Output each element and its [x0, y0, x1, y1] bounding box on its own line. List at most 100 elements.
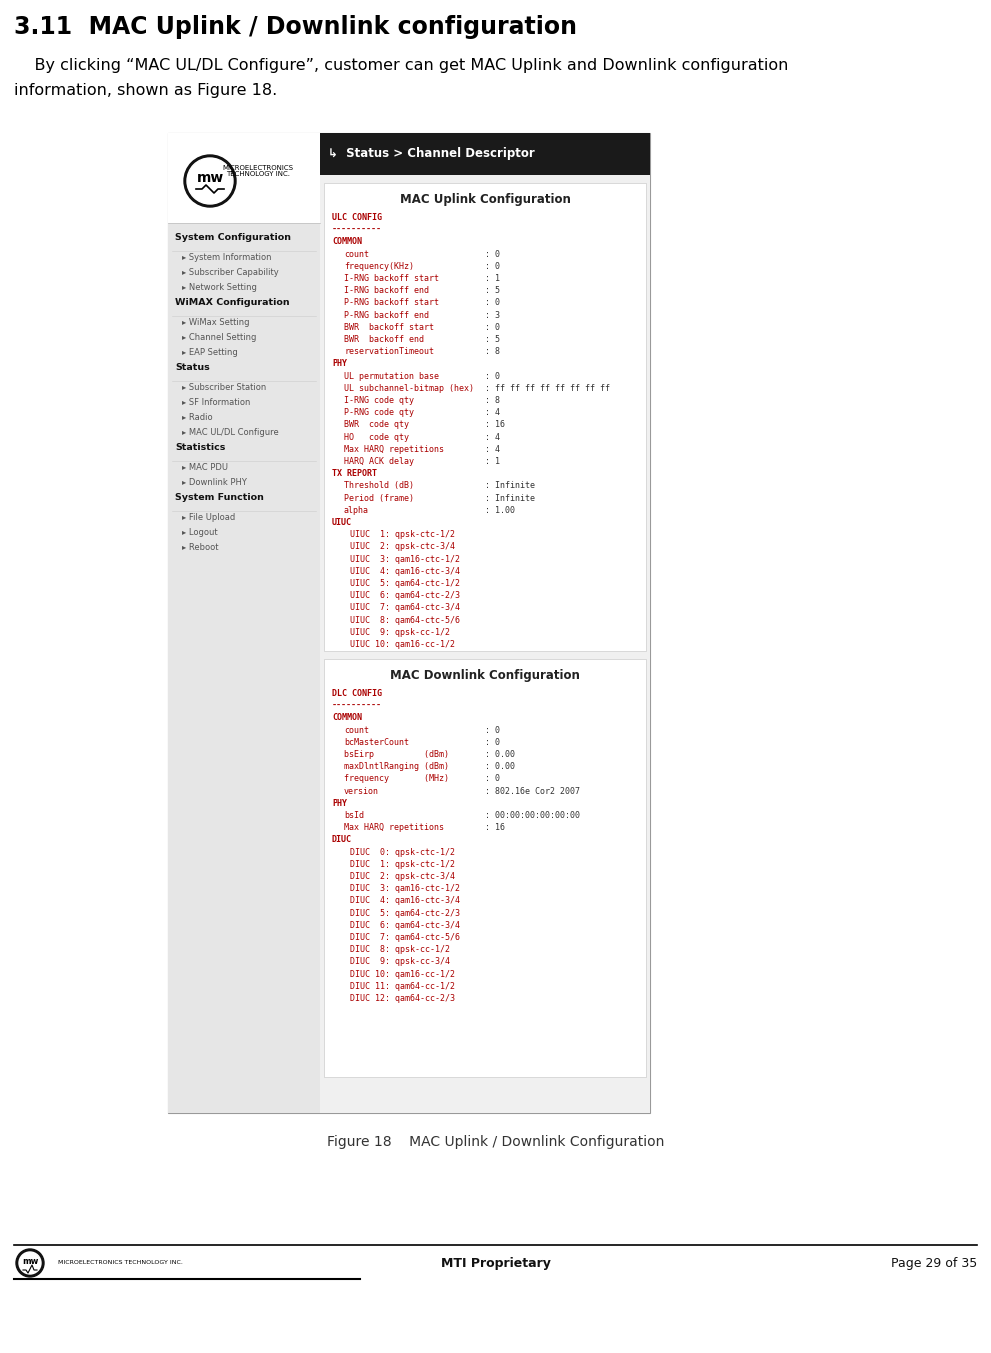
Text: count: count — [344, 249, 369, 258]
Text: : 5: : 5 — [485, 336, 500, 344]
Text: DIUC  2: qpsk-ctc-3/4: DIUC 2: qpsk-ctc-3/4 — [350, 871, 455, 881]
Circle shape — [19, 1252, 41, 1275]
Text: DLC CONFIG: DLC CONFIG — [332, 689, 382, 698]
Bar — [324, 183, 646, 651]
Text: UL subchannel-bitmap (hex): UL subchannel-bitmap (hex) — [344, 384, 474, 392]
Text: alpha: alpha — [344, 506, 369, 514]
Text: UIUC  7: qam64-ctc-3/4: UIUC 7: qam64-ctc-3/4 — [350, 603, 460, 613]
Text: P-RNG code qty: P-RNG code qty — [344, 409, 414, 417]
Text: UIUC  4: qam16-ctc-3/4: UIUC 4: qam16-ctc-3/4 — [350, 567, 460, 576]
Text: ▸ EAP Setting: ▸ EAP Setting — [182, 348, 238, 357]
Text: ▸ WiMax Setting: ▸ WiMax Setting — [182, 318, 250, 327]
Bar — [324, 659, 646, 1077]
Text: 3.11  MAC Uplink / Downlink configuration: 3.11 MAC Uplink / Downlink configuration — [14, 15, 577, 39]
Text: COMMON: COMMON — [332, 237, 362, 246]
Text: UL permutation base: UL permutation base — [344, 372, 439, 380]
Text: DIUC  0: qpsk-ctc-1/2: DIUC 0: qpsk-ctc-1/2 — [350, 847, 455, 856]
Text: DIUC 10: qam16-cc-1/2: DIUC 10: qam16-cc-1/2 — [350, 970, 455, 978]
Text: UIUC  9: qpsk-cc-1/2: UIUC 9: qpsk-cc-1/2 — [350, 628, 450, 637]
Text: frequency(KHz): frequency(KHz) — [344, 261, 414, 271]
Text: Threshold (dB): Threshold (dB) — [344, 482, 414, 490]
Circle shape — [16, 1249, 44, 1277]
Text: : 4: : 4 — [485, 409, 500, 417]
Text: DIUC  4: qam16-ctc-3/4: DIUC 4: qam16-ctc-3/4 — [350, 897, 460, 905]
Bar — [168, 133, 320, 223]
Text: ▸ Radio: ▸ Radio — [182, 413, 213, 422]
Text: : 1.00: : 1.00 — [485, 506, 515, 514]
Text: DIUC  1: qpsk-ctc-1/2: DIUC 1: qpsk-ctc-1/2 — [350, 859, 455, 869]
Text: ▸ Reboot: ▸ Reboot — [182, 543, 218, 552]
Text: ▸ Subscriber Capability: ▸ Subscriber Capability — [182, 268, 278, 277]
Text: : 8: : 8 — [485, 348, 500, 356]
Text: BWR  code qty: BWR code qty — [344, 421, 409, 429]
Text: HO   code qty: HO code qty — [344, 433, 409, 441]
Text: ULC CONFIG: ULC CONFIG — [332, 212, 382, 222]
Text: BWR  backoff end: BWR backoff end — [344, 336, 424, 344]
Text: : Infinite: : Infinite — [485, 482, 535, 490]
Text: I-RNG code qty: I-RNG code qty — [344, 396, 414, 405]
Text: ▸ System Information: ▸ System Information — [182, 253, 272, 262]
Text: MAC Downlink Configuration: MAC Downlink Configuration — [390, 668, 580, 682]
Text: DIUC  5: qam64-ctc-2/3: DIUC 5: qam64-ctc-2/3 — [350, 909, 460, 917]
Text: information, shown as Figure 18.: information, shown as Figure 18. — [14, 83, 277, 97]
Text: bsEirp          (dBm): bsEirp (dBm) — [344, 750, 449, 759]
Text: MAC Uplink Configuration: MAC Uplink Configuration — [399, 193, 571, 206]
Text: : Infinite: : Infinite — [485, 494, 535, 502]
Text: : 802.16e Cor2 2007: : 802.16e Cor2 2007 — [485, 786, 580, 796]
Text: DIUC  9: qpsk-cc-3/4: DIUC 9: qpsk-cc-3/4 — [350, 958, 450, 966]
Text: UIUC  3: qam16-ctc-1/2: UIUC 3: qam16-ctc-1/2 — [350, 555, 460, 564]
Text: PHY: PHY — [332, 360, 347, 368]
Text: UIUC: UIUC — [332, 518, 352, 528]
Text: ↳  Status > Channel Descriptor: ↳ Status > Channel Descriptor — [328, 147, 535, 161]
Text: : 0: : 0 — [485, 774, 500, 783]
Text: : 0: : 0 — [485, 249, 500, 258]
Text: DIUC 11: qam64-cc-1/2: DIUC 11: qam64-cc-1/2 — [350, 982, 455, 990]
Bar — [320, 133, 650, 1114]
Text: ▸ Network Setting: ▸ Network Setting — [182, 283, 257, 292]
Text: count: count — [344, 725, 369, 735]
Text: version: version — [344, 786, 379, 796]
Text: : 8: : 8 — [485, 396, 500, 405]
Text: reservationTimeout: reservationTimeout — [344, 348, 434, 356]
Text: : 0: : 0 — [485, 737, 500, 747]
Text: ▸ SF Information: ▸ SF Information — [182, 398, 251, 407]
Text: System Configuration: System Configuration — [175, 233, 291, 242]
Text: BWR  backoff start: BWR backoff start — [344, 323, 434, 331]
Text: TX REPORT: TX REPORT — [332, 469, 377, 478]
Text: UIUC  8: qam64-ctc-5/6: UIUC 8: qam64-ctc-5/6 — [350, 616, 460, 625]
Text: UIUC 10: qam16-cc-1/2: UIUC 10: qam16-cc-1/2 — [350, 640, 455, 649]
Text: : 4: : 4 — [485, 445, 500, 453]
Text: : 16: : 16 — [485, 823, 505, 832]
Text: MICROELECTRONICS
TECHNOLOGY INC.: MICROELECTRONICS TECHNOLOGY INC. — [223, 165, 293, 177]
Text: ▸ Logout: ▸ Logout — [182, 528, 218, 537]
Text: mw: mw — [22, 1257, 39, 1265]
Text: : 1: : 1 — [485, 275, 500, 283]
Text: : 0.00: : 0.00 — [485, 762, 515, 771]
Text: maxDlntlRanging (dBm): maxDlntlRanging (dBm) — [344, 762, 449, 771]
Text: : 0: : 0 — [485, 261, 500, 271]
Bar — [14, 1249, 69, 1281]
Text: UIUC  6: qam64-ctc-2/3: UIUC 6: qam64-ctc-2/3 — [350, 591, 460, 601]
Text: DIUC  7: qam64-ctc-5/6: DIUC 7: qam64-ctc-5/6 — [350, 934, 460, 942]
Text: ▸ Channel Setting: ▸ Channel Setting — [182, 333, 257, 342]
Text: DIUC 12: qam64-cc-2/3: DIUC 12: qam64-cc-2/3 — [350, 994, 455, 1003]
Text: : 0: : 0 — [485, 372, 500, 380]
Text: Max HARQ repetitions: Max HARQ repetitions — [344, 445, 444, 453]
Text: : 4: : 4 — [485, 433, 500, 441]
Text: bcMasterCount: bcMasterCount — [344, 737, 409, 747]
Text: : 16: : 16 — [485, 421, 505, 429]
Bar — [168, 223, 320, 1114]
Text: Statistics: Statistics — [175, 442, 225, 452]
Circle shape — [184, 156, 236, 207]
Text: ▸ File Upload: ▸ File Upload — [182, 513, 235, 522]
Text: : 5: : 5 — [485, 287, 500, 295]
Text: PHY: PHY — [332, 798, 347, 808]
Text: ▸ MAC PDU: ▸ MAC PDU — [182, 463, 228, 472]
Text: System Function: System Function — [175, 492, 264, 502]
Text: UIUC  2: qpsk-ctc-3/4: UIUC 2: qpsk-ctc-3/4 — [350, 543, 455, 552]
Text: COMMON: COMMON — [332, 713, 362, 723]
Text: WiMAX Configuration: WiMAX Configuration — [175, 298, 289, 307]
Text: : 3: : 3 — [485, 311, 500, 319]
Text: P-RNG backoff start: P-RNG backoff start — [344, 299, 439, 307]
Text: Period (frame): Period (frame) — [344, 494, 414, 502]
